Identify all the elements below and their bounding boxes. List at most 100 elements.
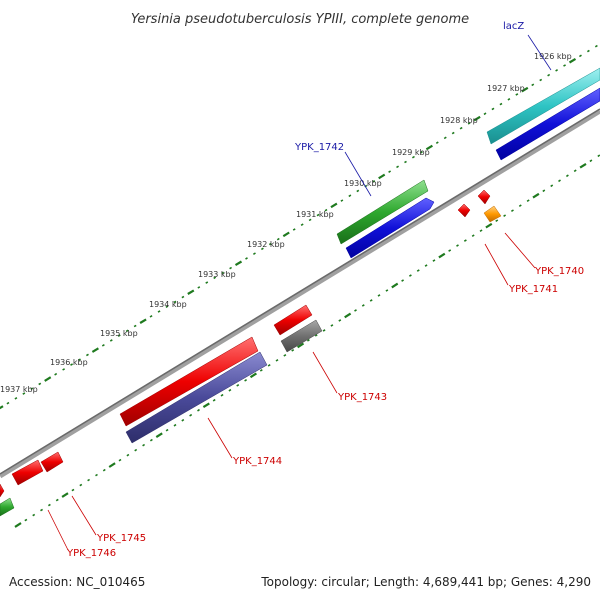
gene-ypk1740-feature[interactable] [477,189,491,205]
inner-tick [236,384,240,387]
outer-tick [340,199,344,202]
leader-lines [47,34,552,551]
outer-tick [62,368,66,371]
inner-tick [579,162,587,169]
inner-tick [526,199,530,202]
scale-label: 1929 kbp [392,148,430,157]
outer-tick [499,102,503,106]
gene-ypk1743-gray-feature[interactable] [280,319,323,353]
inner-tick [267,364,271,367]
outer-tick [276,237,280,241]
gene-ypk1744-red-feature[interactable] [119,336,259,427]
gene-ypk1744-slate-feature[interactable] [125,351,268,444]
inner-tick [155,432,163,439]
outer-tick [0,405,4,410]
inner-tick [361,304,365,307]
map-title: Yersinia pseudotuberculosis YPIII, compl… [131,12,469,27]
outer-tick [101,344,105,347]
inner-tick [55,498,59,502]
outer-tick [411,155,415,159]
gene-ypk1743-red-feature[interactable] [273,304,313,336]
outer-tick [435,141,439,144]
outer-tick [467,122,471,125]
gene-feature-blue-arrow[interactable] [345,197,435,259]
outer-tick [491,107,495,111]
outer-tick [234,260,243,267]
inner-tick [377,294,381,297]
inner-tick [456,244,459,247]
gene-ypk1742-feature[interactable] [336,179,429,245]
inner-tick [134,448,138,452]
outer-tick-line [0,44,598,410]
inner-tick [485,222,493,229]
inner-tick [220,393,224,397]
gene-feature-left-green[interactable] [0,497,15,517]
genome-summary-text: Topology: circular; Length: 4,689,441 bp… [260,575,591,589]
outer-tick [282,231,290,238]
outer-tick [425,144,433,151]
inner-tick [510,209,514,212]
gene-ypk1746-feature[interactable] [11,459,44,486]
inner-tick [61,492,69,498]
outer-tick [6,401,10,405]
backbone [0,108,600,479]
inner-tick [589,159,593,163]
outer-tick [419,151,423,154]
outer-tick [109,339,113,342]
gene-label-ypk1743[interactable]: YPK_1743 [337,392,387,403]
outer-tick [531,83,535,87]
gene-lacz-feature[interactable] [486,67,600,145]
outer-tick [515,93,519,96]
inner-tick [249,372,257,379]
gene-label-ypk1741[interactable]: YPK_1741 [508,284,558,295]
outer-tick [443,136,447,140]
inner-tick [71,488,75,492]
scale-label: 1931 kbp [296,210,334,219]
outer-tick [213,276,217,280]
inner-tick [79,483,83,487]
inner-tick [228,388,232,392]
gene-feature-left-red[interactable] [0,483,5,498]
gene-label-ypk1745[interactable]: YPK_1745 [96,533,146,544]
gene-feature-orange[interactable] [483,205,502,223]
scale-label: 1934 kbp [149,300,187,309]
scale-label: 1928 kbp [440,116,478,125]
inner-tick [126,453,130,457]
inner-tick [432,259,436,262]
gene-feature-blue[interactable] [495,87,600,161]
outer-tick [38,382,42,386]
outer-tick [165,305,169,308]
inner-tick [32,513,36,517]
outer-tick [568,57,577,64]
inner-tick [438,252,446,259]
gene-label-ypk1744[interactable]: YPK_1744 [232,456,282,467]
outer-tick [157,310,161,313]
gene-ypk1741-feature[interactable] [457,203,471,218]
inner-tick [448,249,452,252]
inner-tick [149,438,153,442]
inner-tick [597,154,600,158]
outer-tick [330,202,338,209]
outer-tick [578,54,582,58]
gene-label-ypk1746[interactable]: YPK_1746 [66,548,116,559]
scale-labels: 1926 kbp 1927 kbp 1928 kbp 1929 kbp 1930… [0,52,572,394]
outer-tick [187,289,195,295]
outer-tick [378,173,386,180]
inner-tick [573,169,577,173]
outer-tick [324,208,328,212]
outer-tick [348,194,352,198]
gene-label-ypk1740[interactable]: YPK_1740 [534,266,584,277]
gene-ypk1745-feature[interactable] [40,451,64,473]
outer-tick [70,363,73,366]
outer-tick [356,189,360,193]
outer-tick [459,126,463,130]
inner-tick [479,229,483,232]
outer-tick [30,387,34,390]
inner-tick [87,478,91,482]
gene-label-ypk1742[interactable]: YPK_1742 [294,142,344,153]
inner-tick [173,423,177,427]
inner-tick [354,309,357,312]
inner-tick [291,349,295,352]
gene-label-lacz[interactable]: lacZ [503,21,524,32]
outer-tick [117,334,121,337]
